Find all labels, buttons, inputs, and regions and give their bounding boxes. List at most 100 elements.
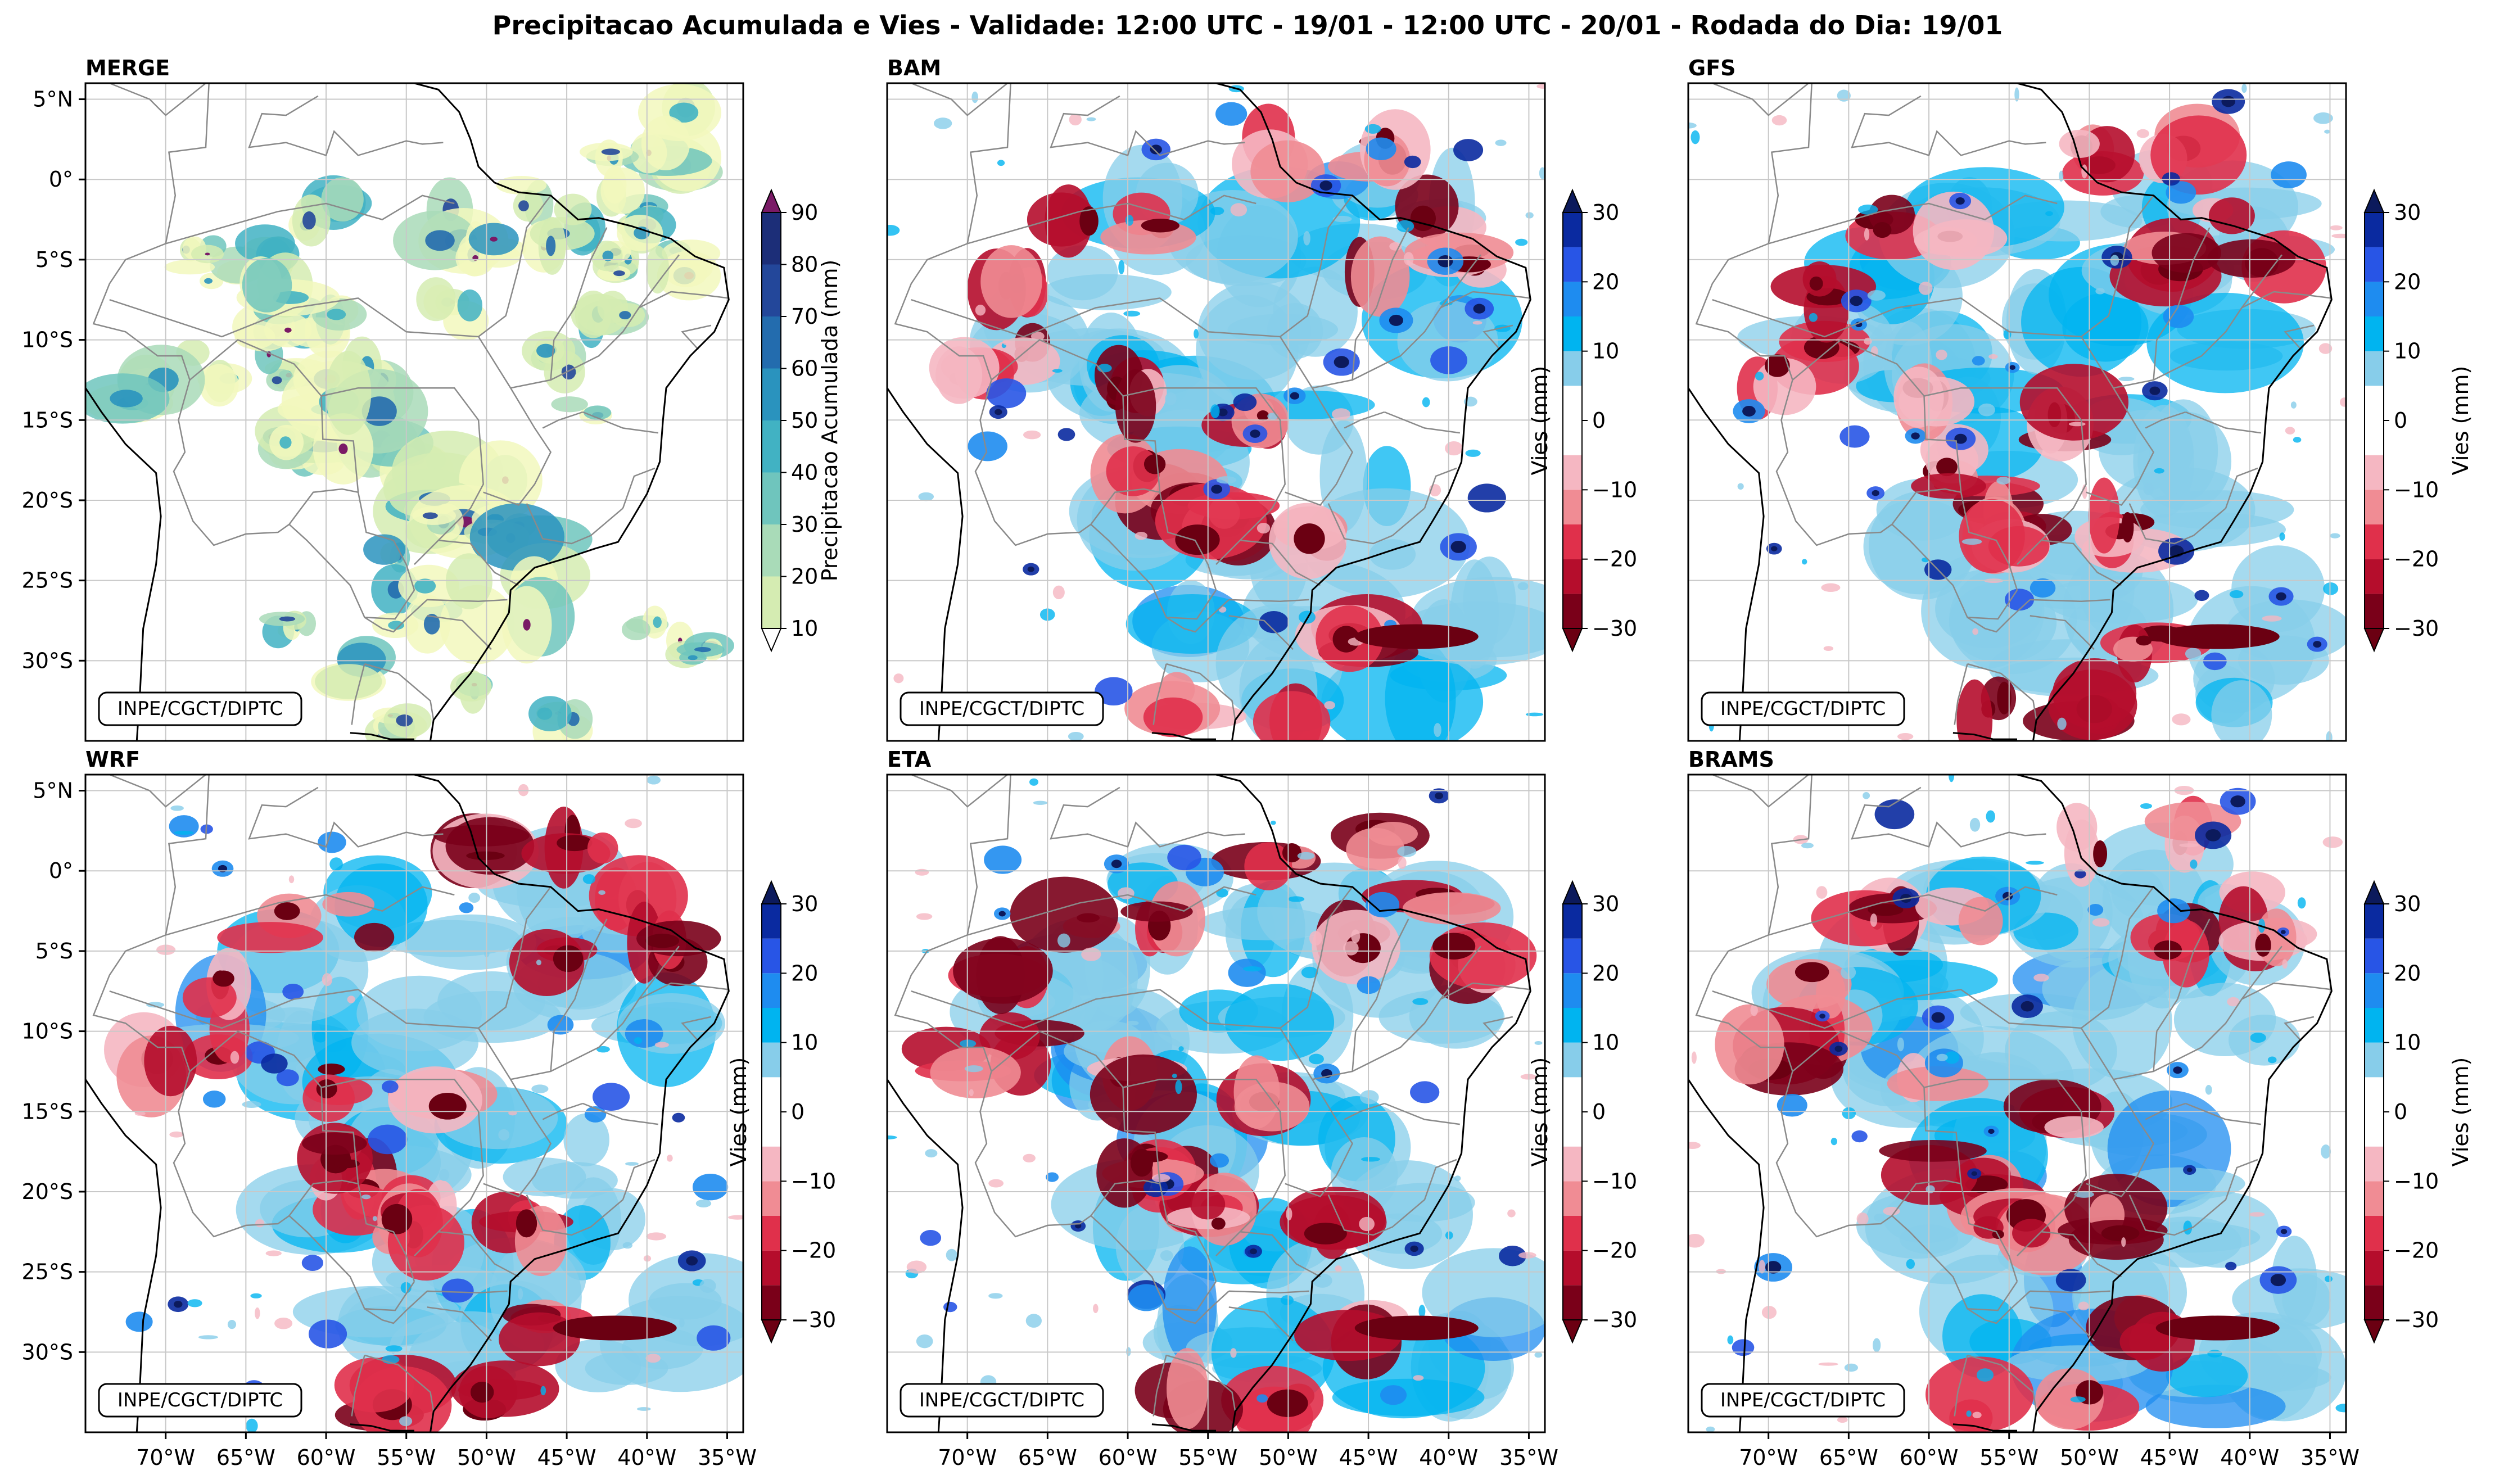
colorbar-extension-top — [761, 188, 782, 213]
state-border-line — [1355, 227, 1409, 341]
state-border-line — [671, 291, 729, 299]
state-border-line — [321, 1078, 484, 1256]
lon-tick-label: 70°W — [938, 1445, 997, 1470]
colorbar-segment — [2365, 351, 2384, 386]
colorbar-tick-label: 60 — [791, 356, 818, 381]
coastline-east — [1215, 83, 1531, 741]
lon-tick-label: 65°W — [1018, 1445, 1077, 1470]
credit-box: INPE/CGCT/DIPTC — [98, 1383, 302, 1418]
colorbar-segment — [762, 264, 781, 316]
colorbar-tick-label: 10 — [1592, 1030, 1619, 1055]
coastline-west — [1688, 1079, 1765, 1432]
state-border-line — [2273, 291, 2332, 299]
map-frame — [1687, 82, 2347, 742]
state-border-line — [638, 945, 680, 1000]
state-border-line — [248, 786, 444, 848]
credit-box: INPE/CGCT/DIPTC — [98, 691, 302, 726]
lat-tick-label: 30°S — [22, 1340, 73, 1364]
state-border-line — [2086, 1079, 2155, 1197]
panel-label: MERGE — [85, 56, 170, 80]
state-border-line — [1712, 775, 1809, 808]
colorbar-tick-label: 80 — [791, 252, 818, 277]
state-border-line — [542, 411, 583, 429]
colorbar-segment — [1563, 904, 1582, 939]
state-border-line — [1775, 379, 1961, 546]
state-border-line — [967, 194, 1256, 245]
state-border-line — [364, 599, 428, 633]
state-border-line — [483, 1079, 552, 1197]
state-border-line — [109, 297, 555, 389]
lat-tick-label: 5°N — [33, 779, 73, 803]
colorbar-tick-label: 10 — [791, 616, 818, 641]
state-border-line — [638, 254, 680, 309]
state-border-line — [1712, 83, 1809, 116]
state-border-line — [109, 775, 206, 808]
colorbar-tick-label: 30 — [791, 892, 818, 916]
colorbar-tick-label: −10 — [2394, 1169, 2439, 1193]
state-border-line — [553, 227, 608, 341]
credit-text: INPE/CGCT/DIPTC — [919, 1389, 1084, 1411]
lon-tick-label: 45°W — [1339, 1445, 1398, 1470]
state-border-line — [622, 467, 656, 509]
colorbar-segment — [2365, 524, 2384, 559]
state-border-line — [2284, 324, 2315, 350]
state-border-line — [1280, 886, 1353, 1029]
map-panel-eta: ETA INPE/CGCT/DIPTC 70°W 65°W 60°W 55°W 50°W 45… — [886, 747, 1637, 1470]
state-border-line — [1228, 599, 1309, 602]
state-border-line — [1228, 1290, 1309, 1293]
colorbar-segment — [1563, 559, 1582, 594]
state-border-line — [1712, 297, 2158, 389]
colorbar-segment — [2365, 594, 2384, 628]
state-border-line — [1123, 1078, 1286, 1256]
colorbar-segment — [1563, 455, 1582, 490]
colorbar-segment — [1563, 1042, 1582, 1078]
coastline-east — [2017, 775, 2333, 1432]
colorbar-segment — [762, 1285, 781, 1320]
state-border-line — [2030, 615, 2095, 650]
state-border-line — [1768, 886, 2058, 936]
colorbar-segment — [1563, 212, 1582, 247]
lon-tick-label: 60°W — [297, 1445, 356, 1470]
state-border-line — [1123, 387, 1286, 565]
lat-tick-label: 25°S — [22, 568, 73, 593]
lat-tick-label: 10°S — [22, 1019, 73, 1044]
coastline-west — [887, 387, 964, 741]
colorbar-segment — [2365, 938, 2384, 974]
colorbar-tick-label: −20 — [1592, 547, 1637, 572]
state-border-line — [1384, 1102, 1460, 1125]
colorbar-tick-label: 70 — [791, 304, 818, 329]
state-border-line — [911, 297, 1357, 389]
colorbar: 30 20 10 0 −10 −20 −30 Vies (mm) — [726, 880, 836, 1344]
lon-tick-label: 55°W — [1178, 1445, 1237, 1470]
state-border-line — [1954, 663, 1968, 725]
colorbar-tick-label: −30 — [1592, 1307, 1637, 1332]
colorbar-extension-top — [2363, 880, 2385, 904]
state-border-line — [478, 195, 552, 337]
colorbar-tick-label: 0 — [791, 1100, 804, 1124]
state-border-line — [173, 1071, 359, 1238]
credit-box: INPE/CGCT/DIPTC — [1701, 1383, 1905, 1418]
panel-label: WRF — [85, 747, 140, 772]
state-border-line — [1228, 615, 1294, 650]
lat-tick-label: 5°N — [33, 87, 73, 112]
colorbar-tick-label: 20 — [2394, 961, 2421, 985]
state-border-line — [165, 83, 210, 244]
lon-tick-label: 35°W — [698, 1445, 757, 1470]
credit-text: INPE/CGCT/DIPTC — [1720, 1389, 1886, 1411]
colorbar-segment — [762, 576, 781, 628]
state-border-line — [542, 1102, 583, 1120]
state-border-line — [974, 1071, 1160, 1238]
lat-tick-label: 10°S — [22, 328, 73, 352]
panel-label: GFS — [1688, 56, 1736, 80]
map-graticule — [887, 83, 1545, 741]
figure-title: Precipitacao Acumulada e Vies - Validade… — [492, 10, 2003, 40]
lat-tick-label: 15°S — [22, 1099, 73, 1124]
state-border-line — [1440, 254, 1481, 309]
colorbar-segment — [2365, 490, 2384, 524]
rio-de-la-plata-coast — [1151, 732, 1216, 740]
lon-tick-label: 40°W — [1419, 1445, 1478, 1470]
state-border-line — [894, 934, 992, 1072]
colorbar-label: Vies (mm) — [1527, 1057, 1552, 1167]
lat-tick-label: 5°S — [35, 939, 73, 963]
state-border-line — [288, 523, 415, 620]
